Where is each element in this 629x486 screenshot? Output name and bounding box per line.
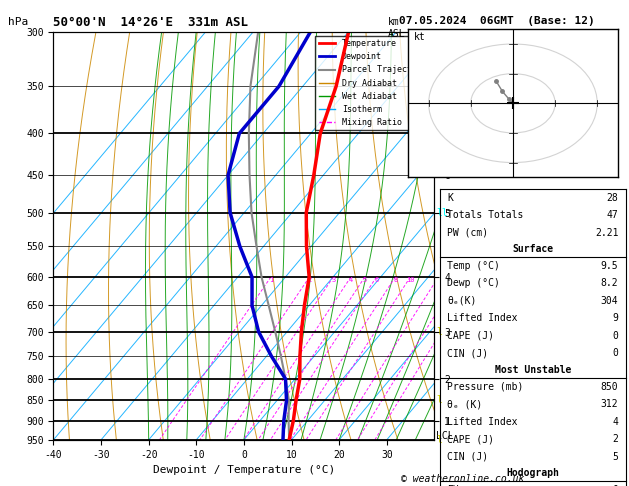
Text: 2.21: 2.21 [595,227,618,238]
Text: Pressure (mb): Pressure (mb) [447,382,524,392]
Text: 2: 2 [613,434,618,444]
Text: Most Unstable: Most Unstable [495,365,571,375]
Text: 2: 2 [307,277,311,283]
Text: 5: 5 [363,277,367,283]
Text: K: K [447,192,454,203]
Text: 0: 0 [613,348,618,359]
Text: 9: 9 [613,313,618,323]
X-axis label: Dewpoint / Temperature (°C): Dewpoint / Temperature (°C) [153,465,335,475]
Text: ll: ll [437,208,448,218]
Text: Dewp (°C): Dewp (°C) [447,278,500,288]
Text: © weatheronline.co.uk: © weatheronline.co.uk [401,473,525,484]
Text: 304: 304 [601,296,618,306]
Text: EH: EH [447,485,459,486]
Text: 47: 47 [607,210,618,220]
Text: Surface: Surface [513,244,554,254]
Text: kt: kt [414,32,426,41]
Text: θₑ(K): θₑ(K) [447,296,477,306]
Text: 3: 3 [331,277,335,283]
Text: l: l [437,327,443,337]
Text: CIN (J): CIN (J) [447,348,489,359]
Text: III: III [437,128,454,139]
Text: 4: 4 [348,277,353,283]
Text: 28: 28 [607,192,618,203]
Text: km
ASL: km ASL [388,17,406,38]
Text: 07.05.2024  06GMT  (Base: 12): 07.05.2024 06GMT (Base: 12) [399,16,595,26]
Text: Hodograph: Hodograph [506,469,559,478]
Text: Totals Totals: Totals Totals [447,210,524,220]
Text: 0: 0 [613,485,618,486]
Text: CAPE (J): CAPE (J) [447,331,494,341]
Text: 4: 4 [613,417,618,427]
Text: 1: 1 [269,277,273,283]
Text: 6: 6 [374,277,379,283]
Text: LCL: LCL [436,431,454,441]
Text: Lifted Index: Lifted Index [447,313,518,323]
Text: Lifted Index: Lifted Index [447,417,518,427]
Text: CIN (J): CIN (J) [447,452,489,462]
Text: hPa: hPa [8,17,28,27]
Text: l: l [437,435,443,445]
Text: CAPE (J): CAPE (J) [447,434,494,444]
Text: l: l [437,396,443,405]
Text: 312: 312 [601,399,618,409]
Text: 8.2: 8.2 [601,278,618,288]
Legend: Temperature, Dewpoint, Parcel Trajectory, Dry Adiabat, Wet Adiabat, Isotherm, Mi: Temperature, Dewpoint, Parcel Trajectory… [315,36,430,130]
Text: PW (cm): PW (cm) [447,227,489,238]
Text: 9.5: 9.5 [601,260,618,271]
Text: 50°00'N  14°26'E  331m ASL: 50°00'N 14°26'E 331m ASL [53,16,248,29]
Text: θₑ (K): θₑ (K) [447,399,482,409]
Text: 10: 10 [406,277,415,283]
Text: 5: 5 [613,452,618,462]
Text: 850: 850 [601,382,618,392]
Text: Temp (°C): Temp (°C) [447,260,500,271]
Text: 0: 0 [613,331,618,341]
Text: 8: 8 [393,277,398,283]
